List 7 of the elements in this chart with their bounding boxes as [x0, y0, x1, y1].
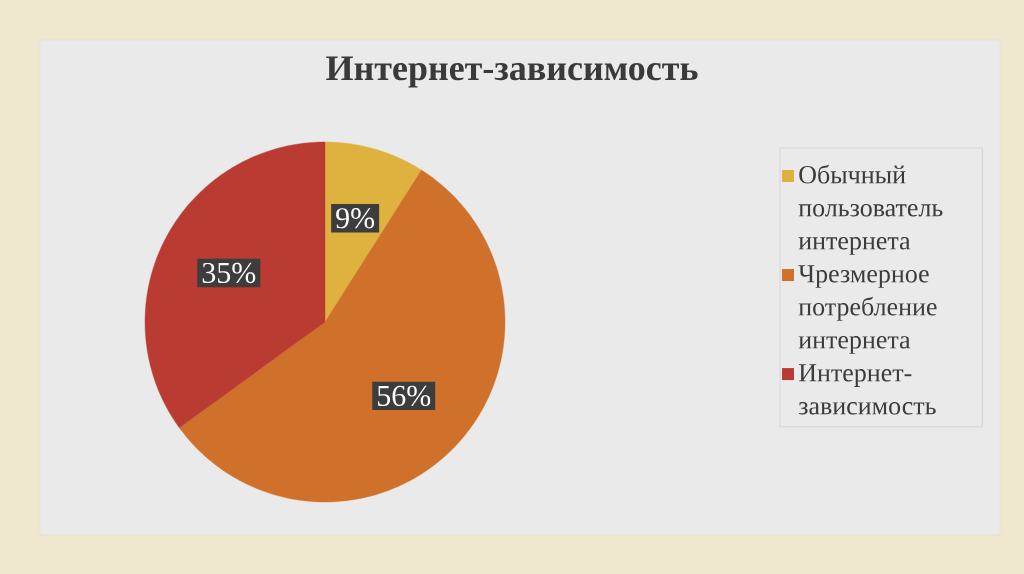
legend-label: Интернет-зависимость	[798, 364, 936, 415]
legend-label: Чрезмерное потребление интернета	[798, 265, 937, 354]
data-label: 35%	[202, 262, 256, 284]
chart-title: Интернет-зависимость	[326, 56, 698, 88]
legend-label: Обычный пользователь интернета	[798, 164, 943, 255]
data-label: 56%	[377, 385, 431, 407]
data-label: 9%	[336, 208, 375, 229]
